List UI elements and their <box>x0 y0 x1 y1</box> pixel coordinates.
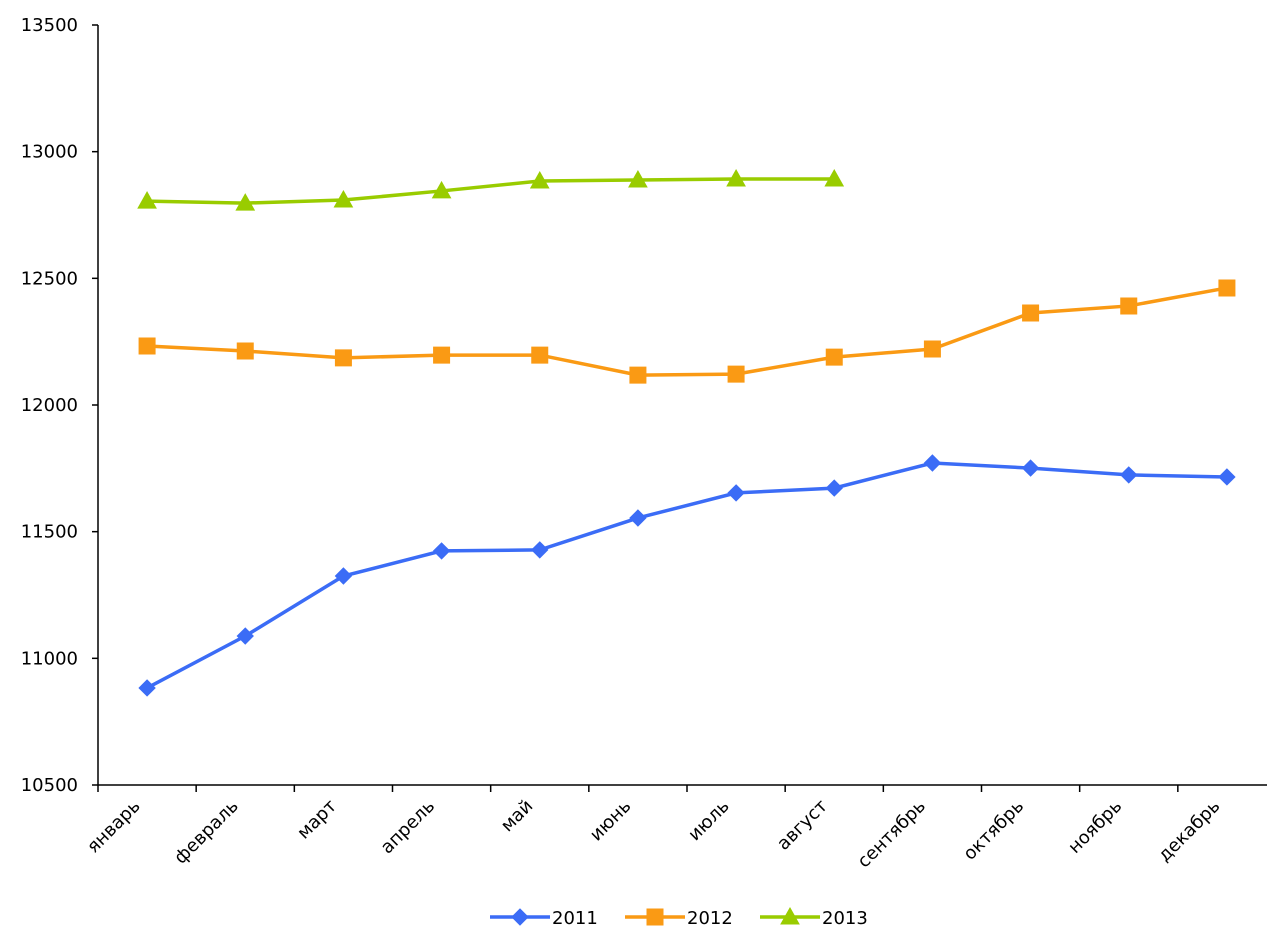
marker <box>1218 468 1236 486</box>
marker <box>137 191 157 209</box>
marker <box>235 193 256 211</box>
y-tick-label: 13000 <box>21 142 78 163</box>
marker <box>780 906 800 925</box>
marker <box>433 346 451 364</box>
y-tick-label: 11000 <box>21 648 78 669</box>
marker <box>646 908 664 926</box>
x-tick-label: июнь <box>586 796 636 846</box>
marker <box>529 171 550 189</box>
marker <box>727 484 745 502</box>
marker <box>1218 279 1236 297</box>
x-tick-label: декабрь <box>1154 796 1224 866</box>
marker <box>334 349 352 367</box>
x-tick-label: март <box>293 796 341 844</box>
y-tick-label: 12000 <box>21 395 78 416</box>
y-tick-label: 13500 <box>21 15 78 36</box>
x-tick-label: май <box>497 796 538 837</box>
marker <box>236 627 254 645</box>
marker <box>138 679 156 697</box>
x-tick-label: октябрь <box>959 796 1028 865</box>
y-tick-label: 10500 <box>21 775 78 796</box>
marker <box>628 170 648 188</box>
marker <box>923 454 942 472</box>
marker <box>727 365 745 383</box>
marker <box>531 541 549 559</box>
marker <box>825 479 843 497</box>
x-tick-label: февраль <box>170 796 243 869</box>
legend-label: 2012 <box>687 908 733 926</box>
series-line <box>147 177 835 205</box>
series-line <box>146 461 1227 690</box>
x-tick-label: август <box>773 796 832 855</box>
marker <box>825 348 843 366</box>
legend-label: 2013 <box>822 908 868 926</box>
series-line <box>146 286 1228 377</box>
x-tick-label: ноябрь <box>1064 796 1126 858</box>
marker <box>432 542 451 560</box>
marker <box>629 509 647 527</box>
marker <box>431 180 452 199</box>
marker <box>1120 466 1138 484</box>
marker <box>1022 304 1040 322</box>
marker <box>531 346 549 364</box>
legend-label: 2011 <box>552 908 598 926</box>
marker <box>334 567 353 585</box>
marker <box>1021 459 1040 477</box>
marker <box>138 337 156 355</box>
marker <box>824 169 845 187</box>
x-tick-label: январь <box>83 796 145 858</box>
marker <box>629 366 647 384</box>
marker <box>1120 297 1138 315</box>
x-tick-label: сентябрь <box>853 796 930 873</box>
x-tick-label: июль <box>684 796 733 845</box>
marker <box>923 340 941 358</box>
marker <box>236 342 254 360</box>
x-tick-label: апрель <box>377 796 440 859</box>
y-tick-label: 11500 <box>21 522 78 543</box>
y-tick-label: 12500 <box>21 268 78 289</box>
marker <box>333 190 354 208</box>
marker <box>726 169 746 187</box>
marker <box>511 908 529 926</box>
